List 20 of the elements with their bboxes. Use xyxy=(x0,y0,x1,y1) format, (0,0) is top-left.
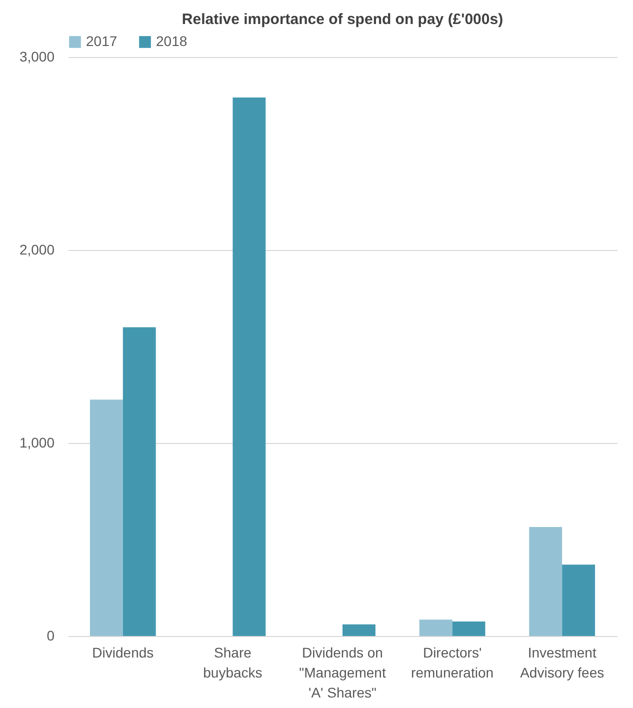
legend-label: 2018 xyxy=(156,33,188,49)
x-tick-label: Dividends on "Management 'A' Shares" xyxy=(299,644,386,700)
y-tick-label: 3,000 xyxy=(19,48,55,64)
bar xyxy=(90,400,123,636)
y-tick-label: 2,000 xyxy=(19,242,55,258)
bar xyxy=(529,526,562,636)
x-tick-label: Directors' remuneration xyxy=(411,644,494,680)
bar xyxy=(232,98,266,636)
legend-label: 2017 xyxy=(86,33,118,49)
x-tick-label: Dividends xyxy=(92,644,154,660)
bar xyxy=(419,620,452,636)
bar xyxy=(122,327,156,636)
bar xyxy=(342,624,376,636)
y-tick-label: 1,000 xyxy=(19,434,55,450)
bar xyxy=(562,564,596,636)
x-tick-label: Share buybacks xyxy=(203,644,262,680)
x-tick-label: Investment Advisory fees xyxy=(520,644,604,680)
bar xyxy=(452,622,486,636)
y-tick-label: 0 xyxy=(46,628,55,644)
chart-title: Relative importance of spend on pay (£'000s) xyxy=(182,11,504,28)
